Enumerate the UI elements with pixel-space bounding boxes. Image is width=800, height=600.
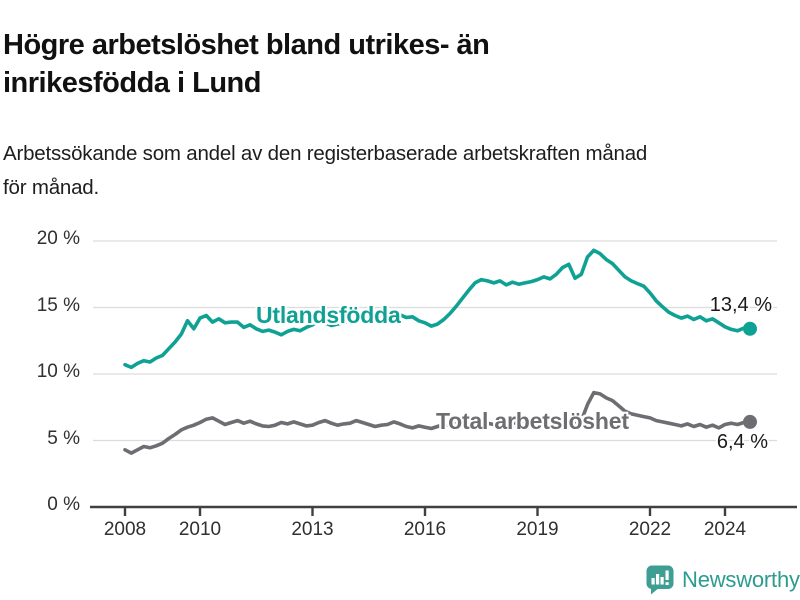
x-tick-label-2019: 2019 [516, 519, 559, 540]
newsworthy-logo[interactable]: Newsworthy [645, 564, 800, 596]
y-tick-label-5: 5 % [47, 427, 80, 449]
series-line-0 [123, 248, 752, 370]
newsworthy-logo-text: Newsworthy [682, 567, 800, 592]
x-tick-label-2010: 2010 [178, 519, 222, 540]
x-tick-label-2016: 2016 [403, 519, 447, 540]
subtitle-line-1: Arbetssökande som andel av den registerb… [3, 141, 648, 165]
x-tick-label-2008: 2008 [103, 519, 147, 540]
page-title: Högre arbetslöshet bland utrikes- än inri… [3, 26, 783, 102]
series-line-1 [123, 390, 752, 455]
series-end-dot-1 [743, 414, 757, 429]
x-tick-label-2024: 2024 [703, 519, 747, 540]
y-tick-label-20: 20 % [36, 228, 80, 249]
x-tick-label-2022: 2022 [628, 519, 672, 540]
y-tick-label-10: 10 % [36, 361, 80, 382]
y-tick-label-15: 15 % [36, 294, 80, 316]
end-value-label-utlandsfodda: 13,4 % [709, 294, 772, 316]
series-end-dot-0 [743, 321, 757, 336]
title-line-2: inrikesfödda i Lund [3, 67, 261, 100]
newsworthy-bubble-chart-icon [646, 565, 674, 595]
title-line-1: Högre arbetslöshet bland utrikes- än [3, 29, 490, 62]
chart-subtitle: Arbetssökande som andel av den registerb… [3, 137, 783, 205]
series-label-total-arbetsloshet: Total arbetslöshet [436, 408, 629, 434]
series-label-utlandsfodda: Utlandsfödda [256, 302, 401, 328]
subtitle-line-2: för månad. [3, 175, 99, 199]
x-tick-label-2013: 2013 [291, 519, 334, 540]
end-value-label-total: 6,4 % [716, 431, 768, 453]
y-tick-label-0: 0 % [47, 494, 80, 515]
